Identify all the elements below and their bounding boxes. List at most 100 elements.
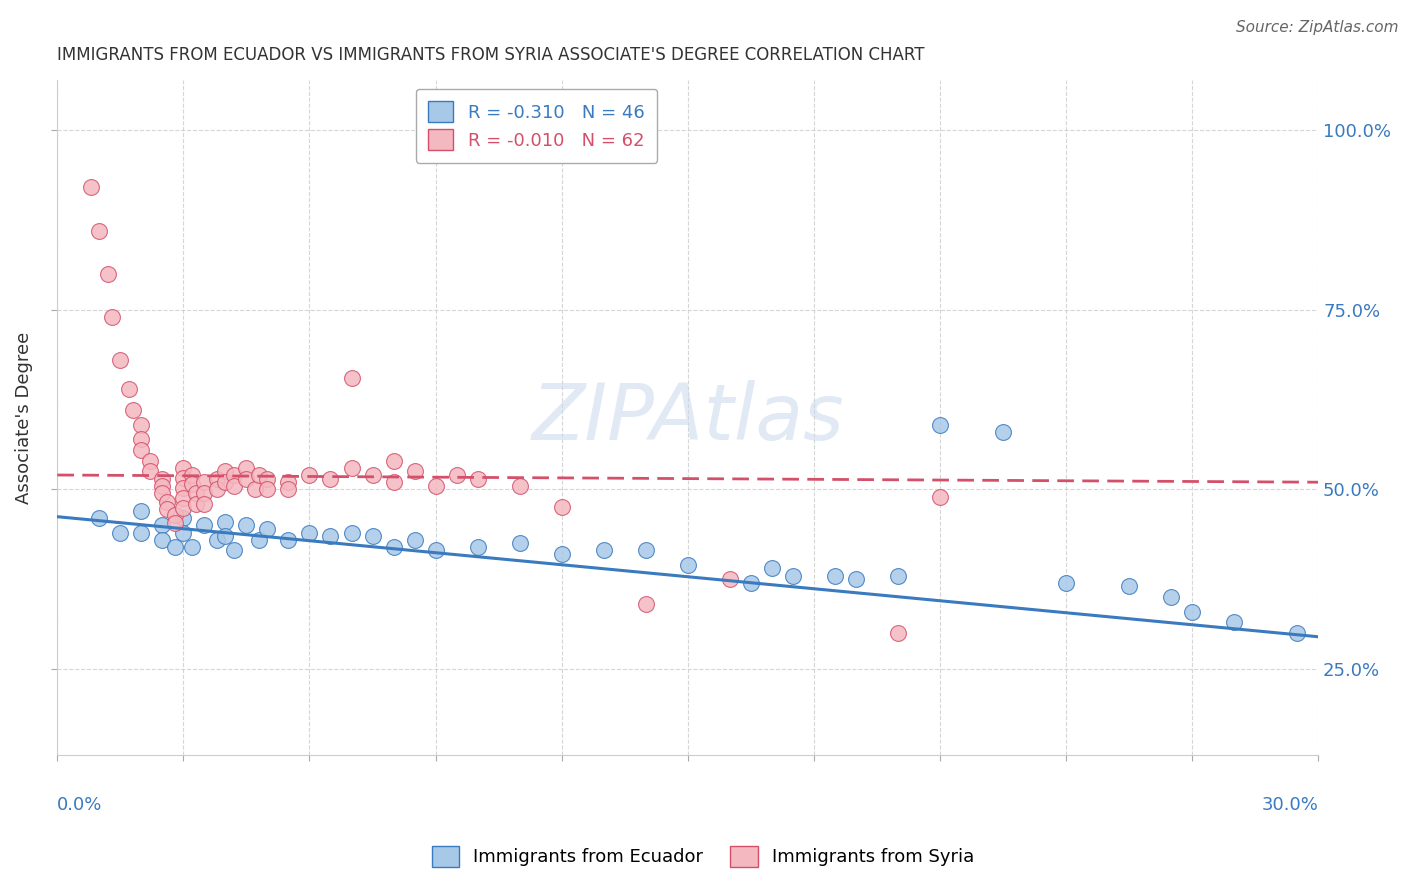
Point <box>163 516 186 531</box>
Point <box>150 518 173 533</box>
Text: 0.0%: 0.0% <box>58 796 103 814</box>
Point <box>361 468 384 483</box>
Point <box>131 442 153 457</box>
Point <box>382 453 405 467</box>
Point <box>172 460 194 475</box>
Point <box>425 543 447 558</box>
Point <box>101 310 124 324</box>
Point <box>184 486 207 500</box>
Point <box>928 490 950 504</box>
Point <box>382 475 405 490</box>
Point <box>193 497 215 511</box>
Point <box>676 558 699 572</box>
Point <box>824 568 846 582</box>
Point <box>277 483 299 497</box>
Point <box>193 475 215 490</box>
Point <box>80 180 103 194</box>
Y-axis label: Associate's Degree: Associate's Degree <box>15 332 32 504</box>
Point <box>131 417 153 432</box>
Point <box>172 481 194 495</box>
Point <box>150 479 173 493</box>
Point <box>118 382 141 396</box>
Point <box>404 464 426 478</box>
Point <box>172 511 194 525</box>
Point <box>131 504 153 518</box>
Point <box>928 417 950 432</box>
Point <box>509 479 531 493</box>
Point <box>446 468 468 483</box>
Point <box>404 533 426 547</box>
Point <box>110 353 132 368</box>
Point <box>761 561 783 575</box>
Point <box>782 568 804 582</box>
Point <box>131 432 153 446</box>
Point <box>550 547 572 561</box>
Point <box>214 464 236 478</box>
Point <box>131 525 153 540</box>
Point <box>247 468 270 483</box>
Point <box>222 468 245 483</box>
Point <box>319 472 342 486</box>
Point <box>1286 626 1309 640</box>
Text: IMMIGRANTS FROM ECUADOR VS IMMIGRANTS FROM SYRIA ASSOCIATE'S DEGREE CORRELATION : IMMIGRANTS FROM ECUADOR VS IMMIGRANTS FR… <box>58 46 925 64</box>
Point <box>172 491 194 505</box>
Point <box>172 471 194 485</box>
Point <box>1181 605 1204 619</box>
Point <box>150 533 173 547</box>
Point <box>340 460 363 475</box>
Point <box>1054 575 1077 590</box>
Point <box>256 522 278 536</box>
Point <box>89 511 111 525</box>
Point <box>991 425 1014 439</box>
Point <box>298 525 321 540</box>
Point <box>718 572 741 586</box>
Point <box>172 525 194 540</box>
Point <box>180 540 202 554</box>
Point <box>887 626 910 640</box>
Point <box>89 224 111 238</box>
Text: 30.0%: 30.0% <box>1261 796 1319 814</box>
Point <box>361 529 384 543</box>
Point <box>382 540 405 554</box>
Point <box>340 525 363 540</box>
Point <box>172 501 194 516</box>
Point <box>150 472 173 486</box>
Point <box>155 494 177 508</box>
Point <box>467 540 489 554</box>
Point <box>110 525 132 540</box>
Point <box>425 479 447 493</box>
Point <box>634 543 657 558</box>
Point <box>467 472 489 486</box>
Point <box>122 403 145 417</box>
Point <box>845 572 868 586</box>
Point <box>155 501 177 516</box>
Point <box>247 533 270 547</box>
Point <box>180 477 202 491</box>
Point <box>340 371 363 385</box>
Point <box>205 483 228 497</box>
Text: Source: ZipAtlas.com: Source: ZipAtlas.com <box>1236 20 1399 35</box>
Point <box>180 468 202 483</box>
Point <box>205 472 228 486</box>
Point <box>319 529 342 543</box>
Point <box>256 483 278 497</box>
Point <box>1118 579 1140 593</box>
Point <box>634 598 657 612</box>
Point <box>1223 615 1246 630</box>
Point <box>139 453 162 467</box>
Point <box>509 536 531 550</box>
Point <box>887 568 910 582</box>
Point <box>184 497 207 511</box>
Point <box>205 533 228 547</box>
Legend: R = -0.310   N = 46, R = -0.010   N = 62: R = -0.310 N = 46, R = -0.010 N = 62 <box>416 88 657 163</box>
Text: ZIPAtlas: ZIPAtlas <box>531 379 844 456</box>
Legend: Immigrants from Ecuador, Immigrants from Syria: Immigrants from Ecuador, Immigrants from… <box>423 837 983 876</box>
Point <box>1160 591 1182 605</box>
Point <box>139 464 162 478</box>
Point <box>256 472 278 486</box>
Point <box>235 518 257 533</box>
Point <box>214 475 236 490</box>
Point <box>214 515 236 529</box>
Point <box>97 267 120 281</box>
Point <box>740 575 762 590</box>
